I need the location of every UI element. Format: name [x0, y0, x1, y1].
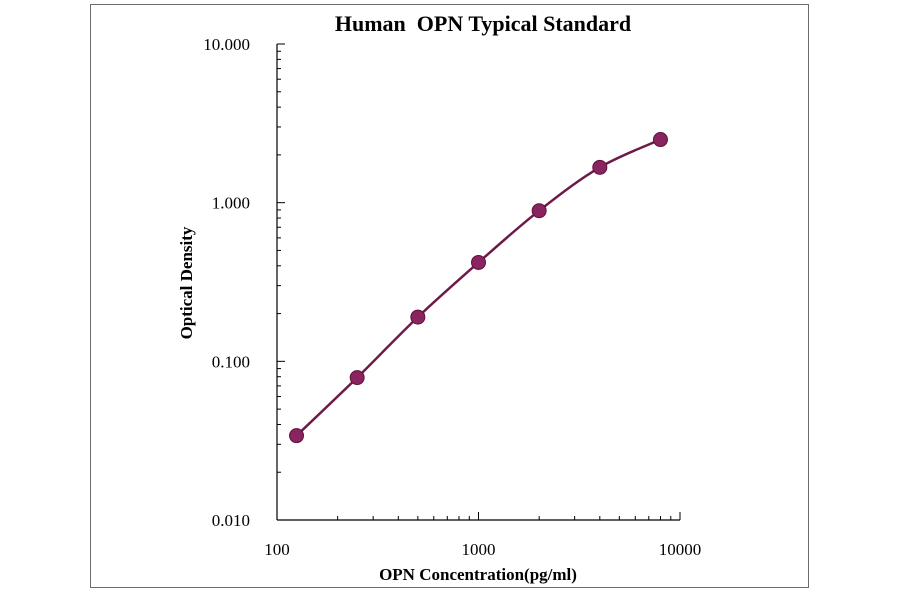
- y-tick-label: 0.010: [212, 511, 250, 530]
- tick-labels: 10.000 1.000 0.100 0.010 100 1000 10000: [203, 35, 701, 559]
- y-axis-label: Optical Density: [177, 226, 196, 339]
- series-line: [295, 138, 661, 437]
- x-tick-label: 1000: [462, 540, 496, 559]
- data-point: [289, 428, 305, 444]
- x-axis-label: OPN Concentration(pg/ml): [379, 565, 577, 584]
- y-tick-label: 10.000: [203, 35, 250, 54]
- chart-frame: [90, 4, 809, 588]
- axes: [276, 44, 680, 521]
- y-tick-label: 1.000: [212, 194, 250, 213]
- x-tick-label: 10000: [659, 540, 702, 559]
- data-point: [410, 309, 426, 325]
- ticks: [276, 43, 681, 521]
- chart-title: Human OPN Typical Standard: [335, 11, 631, 36]
- data-point: [471, 254, 486, 270]
- x-tick-label: 100: [264, 540, 290, 559]
- data-point: [349, 370, 365, 386]
- data-point: [652, 132, 668, 148]
- y-tick-label: 0.100: [212, 352, 250, 371]
- series: [289, 132, 668, 444]
- data-point: [531, 203, 547, 219]
- data-point: [592, 159, 608, 175]
